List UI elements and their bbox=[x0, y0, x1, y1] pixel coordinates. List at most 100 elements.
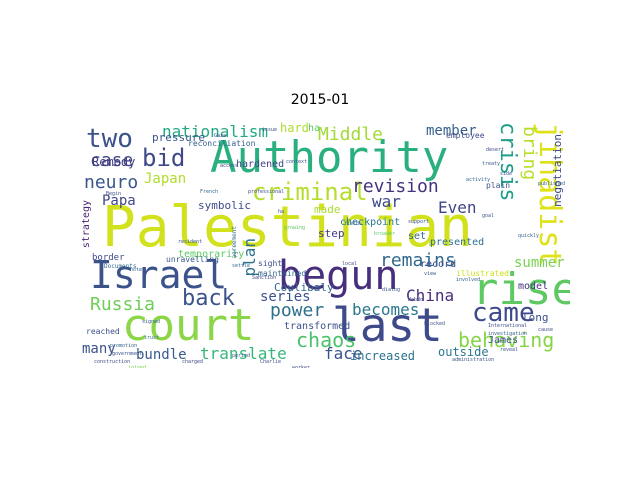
cloud-word: signed bbox=[142, 319, 161, 325]
cloud-word: two bbox=[86, 124, 133, 154]
cloud-word: symbolic bbox=[198, 199, 251, 212]
cloud-word: plan bbox=[240, 238, 259, 277]
cloud-word: Charlie bbox=[260, 359, 282, 365]
cloud-word: case bbox=[90, 150, 134, 171]
cloud-word: view bbox=[424, 271, 437, 277]
cloud-word: series bbox=[260, 289, 311, 305]
cloud-word: administration bbox=[452, 357, 495, 363]
cloud-word: goal bbox=[482, 213, 495, 219]
cloud-word: checkpoint bbox=[340, 217, 401, 228]
cloud-word: border bbox=[92, 253, 125, 263]
cloud-word: war bbox=[372, 192, 401, 211]
cloud-word: desert bbox=[486, 147, 505, 153]
cloud-word: set bbox=[408, 231, 427, 242]
cloud-word: activity bbox=[466, 177, 491, 183]
cloud-word: Sanction bbox=[252, 275, 277, 281]
cloud-word: rise bbox=[472, 264, 570, 315]
cloud-word: temporarily bbox=[178, 249, 245, 260]
cloud-word: worker bbox=[292, 365, 311, 369]
cloud-word: back bbox=[182, 286, 235, 311]
cloud-word: reconciliation bbox=[188, 139, 256, 148]
cloud-word: transformed bbox=[284, 321, 351, 332]
cloud-word: construction bbox=[94, 359, 131, 365]
cloud-word: last bbox=[332, 298, 443, 352]
cloud-word: chaos bbox=[296, 328, 357, 352]
cloud-word: bundle bbox=[136, 347, 187, 363]
cloud-word: unravelling bbox=[166, 255, 219, 264]
cloud-word: outside bbox=[438, 345, 489, 359]
cloud-word: translate bbox=[200, 344, 287, 363]
cloud-word: Coulibaly bbox=[274, 281, 334, 294]
cloud-word: employee bbox=[446, 131, 485, 140]
cloud-word: presented bbox=[430, 237, 485, 248]
cloud-word: joined bbox=[128, 365, 147, 369]
cloud-word: broader bbox=[374, 231, 396, 237]
cloud-word: resident bbox=[178, 239, 203, 245]
cloud-word: Israel bbox=[90, 253, 228, 297]
cloud-word: involved bbox=[456, 277, 481, 283]
cloud-word: Papa bbox=[102, 193, 136, 209]
cloud-word: strategy bbox=[82, 200, 92, 249]
cloud-word: neuro bbox=[84, 172, 139, 193]
cloud-word: cause bbox=[538, 327, 554, 333]
cloud-word: French bbox=[200, 189, 219, 195]
cloud-word: power bbox=[270, 300, 325, 321]
cloud-word: promotion bbox=[110, 343, 138, 349]
cloud-word: Hebdo bbox=[408, 297, 424, 303]
cloud-word: issue bbox=[262, 127, 278, 133]
cloud-word: Remedy bbox=[92, 155, 136, 169]
cloud-word: James bbox=[488, 335, 519, 346]
cloud-word: settle bbox=[232, 263, 251, 269]
chart-title: 2015-01 bbox=[290, 92, 350, 108]
word-cloud: Palestinian Authority court last Israel begun… bbox=[82, 122, 570, 368]
cloud-word: came bbox=[472, 298, 535, 328]
cloud-word: Japan bbox=[144, 171, 187, 187]
cloud-word: revision bbox=[352, 176, 439, 197]
cloud-word: agreement bbox=[231, 226, 238, 259]
cloud-word: negotiation bbox=[551, 134, 564, 207]
cloud-word: government bbox=[112, 351, 143, 357]
cloud-word: Palestinian bbox=[102, 195, 473, 260]
cloud-word: begun bbox=[278, 253, 399, 299]
cloud-word: reached bbox=[86, 327, 120, 336]
cloud-word: China bbox=[406, 286, 455, 305]
cloud-word: court bbox=[122, 300, 255, 351]
cloud-word: member bbox=[426, 123, 477, 139]
cloud-word: local bbox=[342, 261, 358, 267]
cloud-word: International bbox=[488, 323, 528, 329]
cloud-word: Middle bbox=[318, 124, 384, 145]
cloud-word: remains bbox=[380, 250, 456, 271]
cloud-word: ha bbox=[278, 209, 285, 215]
cloud-word: becomes bbox=[352, 300, 420, 319]
cloud-word: bring bbox=[519, 126, 540, 181]
cloud-word: Begin bbox=[106, 191, 122, 197]
cloud-word: hardened bbox=[236, 159, 285, 170]
cloud-word: growing bbox=[284, 225, 306, 231]
cloud-word: dialog bbox=[382, 287, 401, 293]
cloud-word: support bbox=[408, 219, 430, 225]
cloud-word: nationalism bbox=[162, 122, 268, 141]
cloud-word: trust bbox=[144, 335, 160, 341]
cloud-word: pressure bbox=[152, 131, 205, 144]
cloud-word: Russia bbox=[90, 294, 156, 315]
cloud-word: face bbox=[324, 344, 363, 363]
cloud-word: hard bbox=[280, 122, 309, 135]
cloud-word: side bbox=[500, 171, 513, 177]
cloud-word: fields bbox=[344, 221, 363, 227]
cloud-word: summer bbox=[514, 255, 565, 271]
cloud-word: note bbox=[130, 267, 143, 273]
cloud-word: investigation bbox=[488, 331, 528, 337]
cloud-word: behaving bbox=[458, 328, 555, 352]
cloud-word: reveal bbox=[500, 347, 519, 353]
cloud-word: plain bbox=[486, 181, 511, 190]
cloud-word: context bbox=[286, 159, 308, 165]
cloud-word: increased bbox=[350, 349, 416, 363]
cloud-word: step bbox=[318, 227, 345, 240]
cloud-word: Authority bbox=[210, 132, 449, 183]
cloud-word: illustrated bbox=[456, 269, 509, 278]
cloud-word: many bbox=[82, 341, 116, 357]
cloud-word: long bbox=[522, 311, 549, 324]
cloud-word: Even bbox=[438, 198, 477, 217]
cloud-word: made bbox=[314, 203, 341, 216]
cloud-word: record bbox=[420, 259, 457, 270]
